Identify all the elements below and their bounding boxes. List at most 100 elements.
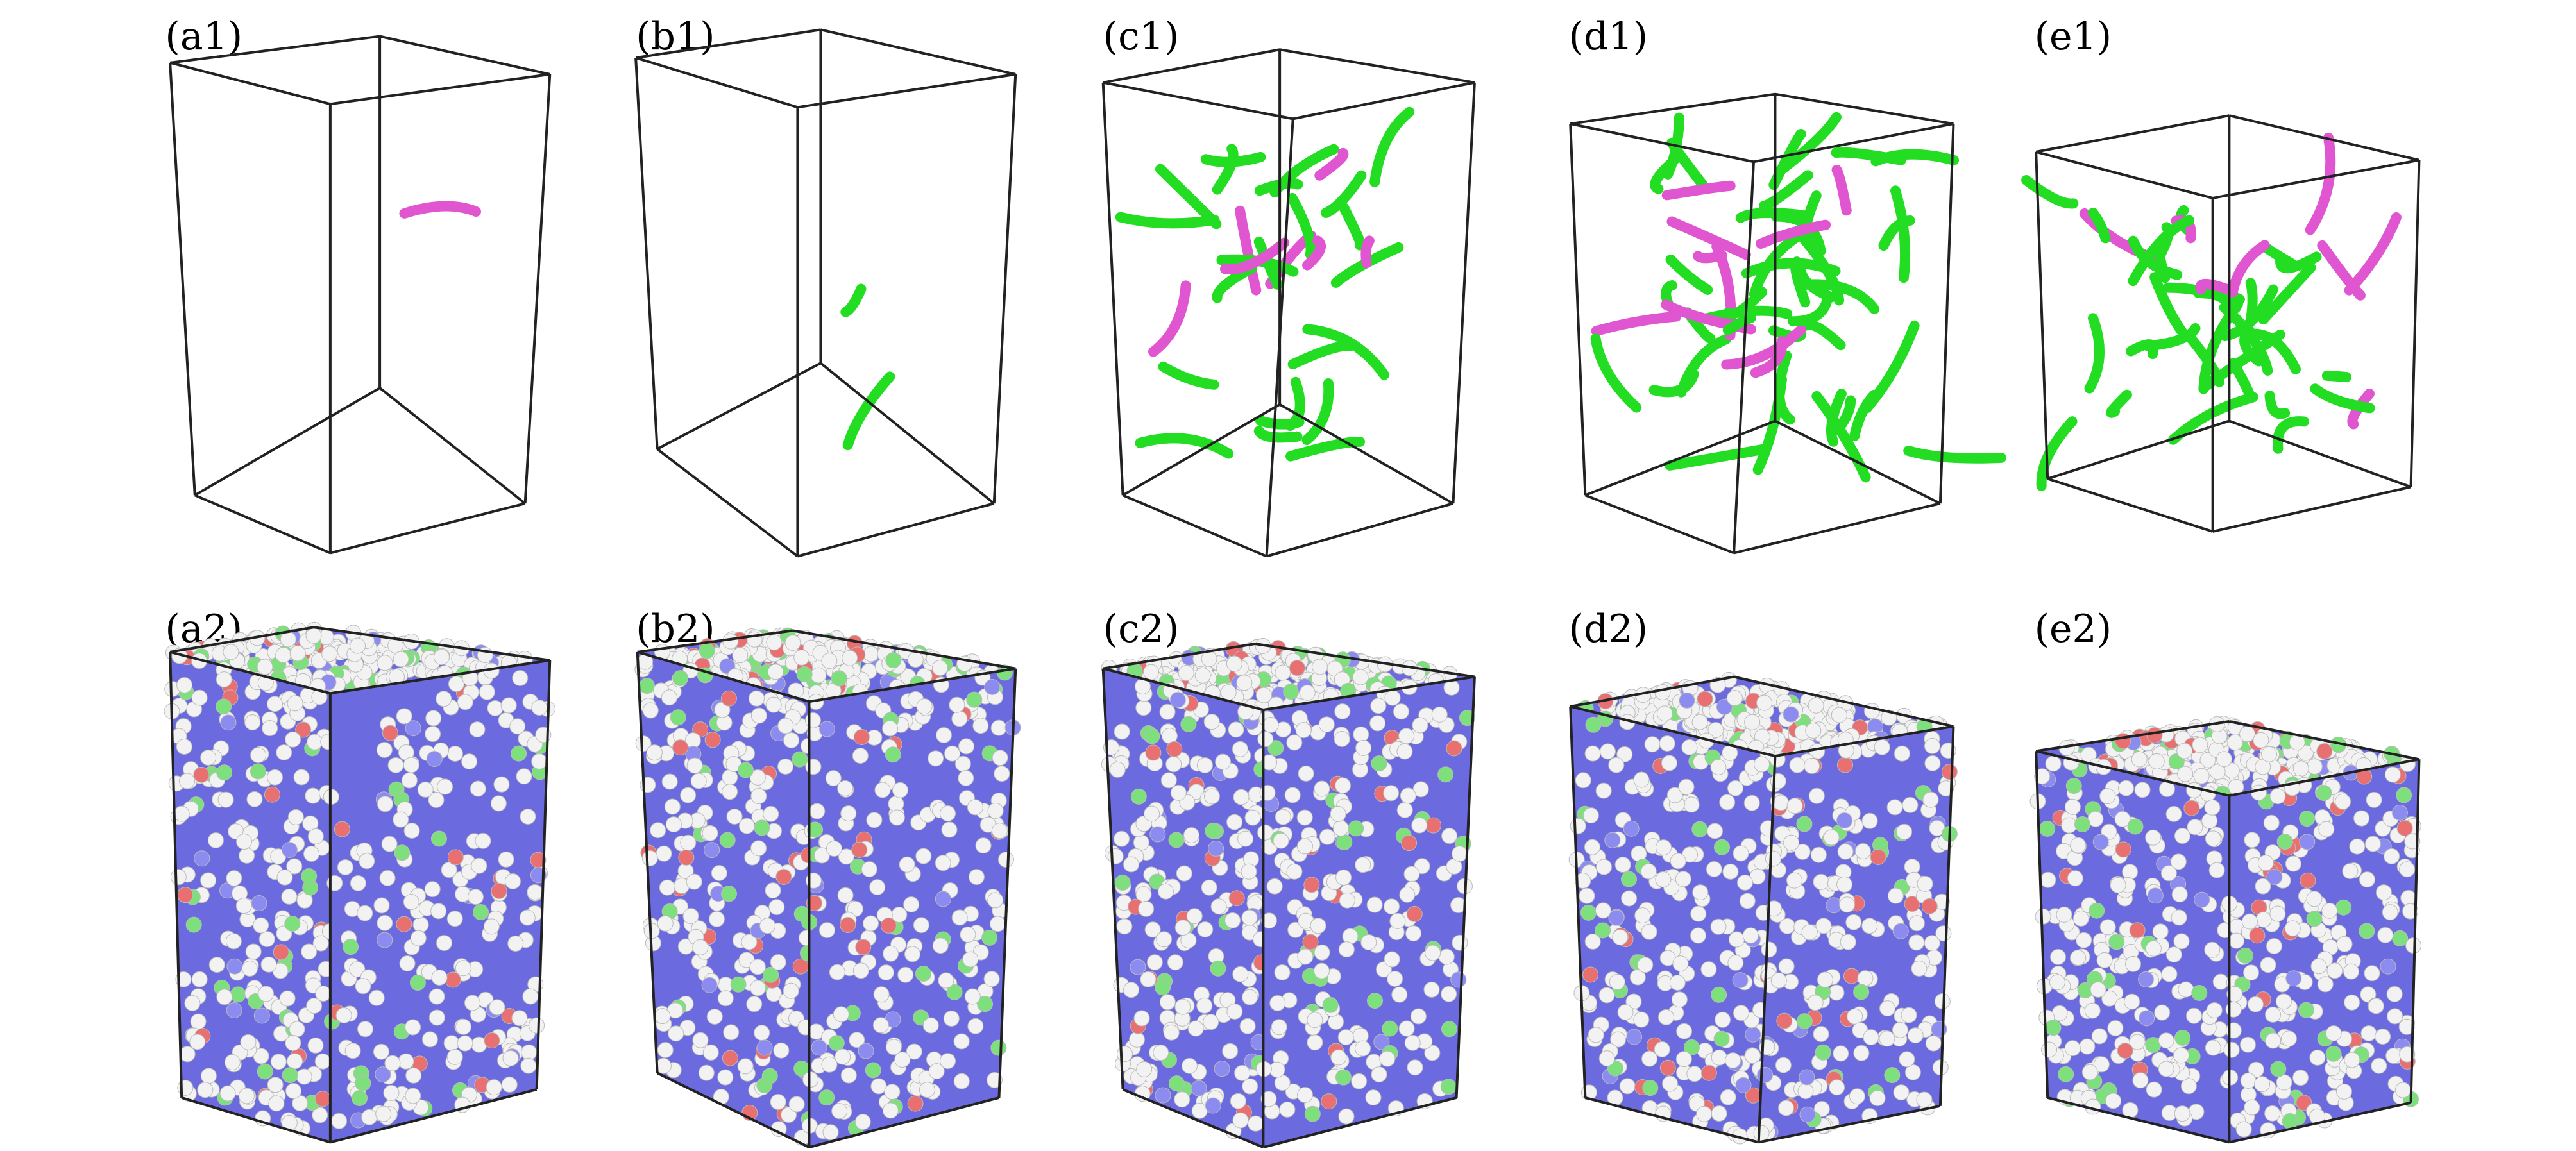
atom	[1775, 1057, 1792, 1073]
atom	[1314, 962, 1330, 979]
atom	[305, 627, 322, 644]
atom	[1186, 908, 1203, 925]
atom	[179, 1046, 196, 1063]
atom	[2139, 1010, 2155, 1027]
box-edge	[2212, 158, 2419, 199]
atom	[964, 988, 981, 1005]
atom	[1654, 1041, 1670, 1058]
atom	[903, 896, 920, 912]
atom	[170, 869, 187, 886]
atom	[960, 927, 976, 943]
atom	[176, 676, 193, 693]
atom	[2193, 768, 2210, 784]
dislocation-line	[1849, 389, 1879, 441]
atom	[1707, 722, 1724, 739]
atom	[686, 873, 702, 890]
panel: (c1)	[1101, 14, 1476, 558]
atom	[507, 935, 524, 952]
atom	[768, 899, 785, 916]
atom	[2318, 821, 2335, 837]
box-edge	[1570, 675, 1734, 708]
atom	[1754, 756, 1770, 773]
atom	[897, 966, 914, 983]
atom	[1373, 1034, 1390, 1050]
atom	[1203, 1014, 1219, 1030]
atom	[754, 819, 770, 836]
atom	[2050, 948, 2067, 965]
dislocation-line	[1254, 178, 1303, 196]
box-edge	[1570, 705, 1775, 758]
atom	[1735, 1077, 1752, 1093]
dislocation-line	[2239, 324, 2264, 367]
atom	[1696, 1105, 1713, 1122]
atom	[1274, 964, 1291, 981]
atom	[1711, 1105, 1727, 1122]
atom	[2266, 938, 2282, 955]
atom	[991, 823, 1008, 839]
atom	[1403, 866, 1420, 882]
atom	[1732, 972, 1749, 989]
atom	[1656, 705, 1673, 722]
atom	[1813, 873, 1829, 890]
atom	[2081, 1064, 2098, 1080]
atom	[958, 769, 974, 786]
atom	[1410, 1008, 1427, 1025]
atom	[1810, 846, 1827, 863]
atom	[1766, 900, 1783, 917]
atom	[312, 1107, 328, 1123]
dislocation-line	[1749, 230, 1804, 299]
atom	[428, 792, 445, 809]
atom	[1220, 684, 1237, 701]
atom	[1267, 740, 1284, 757]
atom	[1355, 857, 1371, 873]
atom	[863, 915, 879, 932]
panel: (a1)	[165, 14, 552, 555]
atom	[1585, 716, 1602, 733]
atom	[267, 1077, 284, 1093]
atom	[2034, 768, 2051, 785]
atom	[931, 660, 948, 676]
atom	[732, 647, 749, 664]
atom	[2344, 1052, 2360, 1068]
box-edge	[194, 494, 331, 555]
atom	[1114, 723, 1130, 740]
atom	[2061, 817, 2078, 834]
atom	[1196, 997, 1213, 1014]
atom	[1398, 728, 1415, 744]
box-edge	[1757, 755, 1777, 1143]
atom	[486, 1079, 502, 1096]
atom	[1260, 912, 1277, 929]
atom	[473, 904, 489, 921]
atom	[226, 958, 243, 975]
atom	[375, 1066, 391, 1083]
box-edge	[2409, 160, 2421, 487]
atom	[1893, 1084, 1910, 1101]
atom	[1579, 887, 1595, 904]
atom	[1334, 703, 1351, 719]
atom	[417, 781, 434, 798]
atom	[2384, 766, 2401, 783]
atom	[1159, 994, 1176, 1011]
atom	[1205, 1097, 1221, 1114]
dislocation-line	[1759, 170, 1813, 211]
atom	[2244, 832, 2260, 848]
atom	[1582, 966, 1599, 983]
atom	[818, 922, 835, 939]
box-edge	[1584, 1096, 1759, 1144]
atom	[994, 766, 1010, 782]
atom	[1935, 925, 1952, 942]
atom	[1853, 984, 1870, 1000]
atom	[654, 1008, 671, 1025]
atom	[455, 960, 471, 977]
dislocation-line	[2305, 132, 2336, 235]
atom	[2204, 941, 2221, 958]
atom	[661, 689, 677, 706]
dislocation-line	[1903, 445, 2006, 464]
atom	[2212, 973, 2229, 990]
box-edge	[656, 448, 799, 558]
atom	[1257, 824, 1274, 841]
atom	[1598, 1050, 1615, 1067]
atom	[1706, 861, 1722, 877]
atom	[1169, 691, 1186, 708]
atom	[672, 670, 689, 687]
